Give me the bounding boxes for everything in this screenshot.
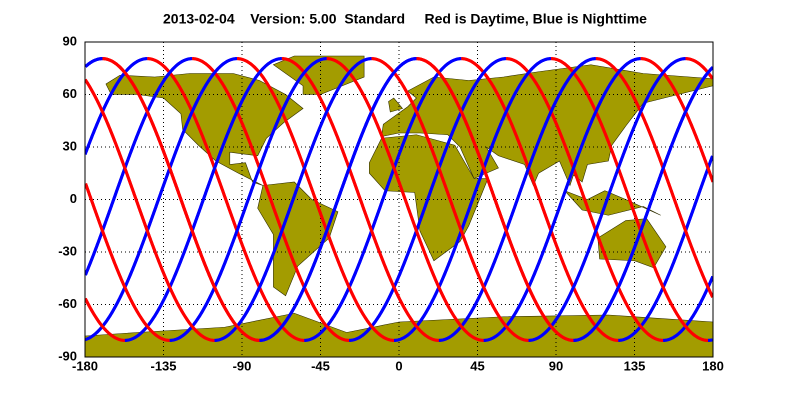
orbit-track xyxy=(618,155,713,342)
orbit-track xyxy=(304,198,385,342)
orbit-track xyxy=(595,57,713,298)
orbit-track xyxy=(85,78,215,342)
orbit-track xyxy=(605,57,686,201)
y-tick-label: 0 xyxy=(70,191,77,206)
x-tick-label: 45 xyxy=(470,358,484,373)
orbit-track xyxy=(326,57,484,342)
chart-title: 2013-02-04 Version: 5.00 Standard Red is… xyxy=(163,11,647,27)
orbit-track xyxy=(640,57,713,183)
x-tick-label: 180 xyxy=(702,358,724,373)
orbit-track xyxy=(461,57,619,342)
orbit-track xyxy=(381,57,462,201)
orbit-track xyxy=(550,57,709,342)
orbit-track xyxy=(236,57,395,342)
y-tick-label: -60 xyxy=(58,296,77,311)
orbit-track xyxy=(124,198,205,342)
x-tick-label: -180 xyxy=(72,358,98,373)
x-tick-label: -90 xyxy=(233,358,252,373)
orbit-track xyxy=(393,198,474,342)
orbit-track xyxy=(192,57,350,342)
orbit-track xyxy=(685,57,713,80)
orbit-track xyxy=(663,275,713,342)
y-tick-label: 30 xyxy=(63,138,77,153)
orbit-track xyxy=(528,198,609,342)
landmass xyxy=(381,64,714,187)
orbit-track xyxy=(85,57,148,155)
orbit-track xyxy=(506,57,664,342)
orbit-track xyxy=(214,57,372,342)
orbit-track xyxy=(707,338,713,342)
orbit-track xyxy=(685,57,713,80)
orbit-track xyxy=(573,198,654,342)
x-tick-label: -135 xyxy=(150,358,176,373)
x-tick-label: 0 xyxy=(395,358,402,373)
x-tick-label: 90 xyxy=(549,358,563,373)
orbit-track xyxy=(349,198,430,342)
y-tick-label: -90 xyxy=(58,348,77,363)
orbit-track xyxy=(416,57,574,342)
orbit-track xyxy=(438,198,519,342)
orbit-tracks xyxy=(85,57,713,342)
orbit-track xyxy=(483,198,564,342)
y-tick-label: 90 xyxy=(63,33,77,48)
orbit-track xyxy=(124,57,282,342)
orbit-track xyxy=(259,57,417,342)
orbit-track xyxy=(650,66,713,201)
orbit-track xyxy=(471,57,552,201)
orbit-track xyxy=(102,57,260,342)
landmass xyxy=(105,73,304,186)
tick-labels: -180 -135 -90 -45 0 45 90 135 180 -90 -60 -30 0 30 60 9… xyxy=(58,33,724,373)
orbit-track xyxy=(85,297,125,342)
plot-frame xyxy=(84,41,714,358)
orbit-track xyxy=(85,57,238,342)
landmass xyxy=(388,97,404,113)
orbit-track xyxy=(85,57,103,68)
orbit-track xyxy=(426,57,507,201)
orbit-track xyxy=(281,57,439,342)
orbit-track xyxy=(85,57,148,155)
y-tick-label: 60 xyxy=(63,86,77,101)
orbit-track xyxy=(85,183,170,342)
orbit-track xyxy=(371,57,529,342)
x-tick-label: -45 xyxy=(311,358,330,373)
orbit-track xyxy=(515,57,596,201)
orbit-track xyxy=(147,57,305,342)
y-tick-label: -30 xyxy=(58,243,77,258)
x-tick-label: 135 xyxy=(624,358,646,373)
orbit-track xyxy=(169,57,327,342)
orbit-track xyxy=(169,198,250,342)
orbit-track xyxy=(560,57,641,201)
